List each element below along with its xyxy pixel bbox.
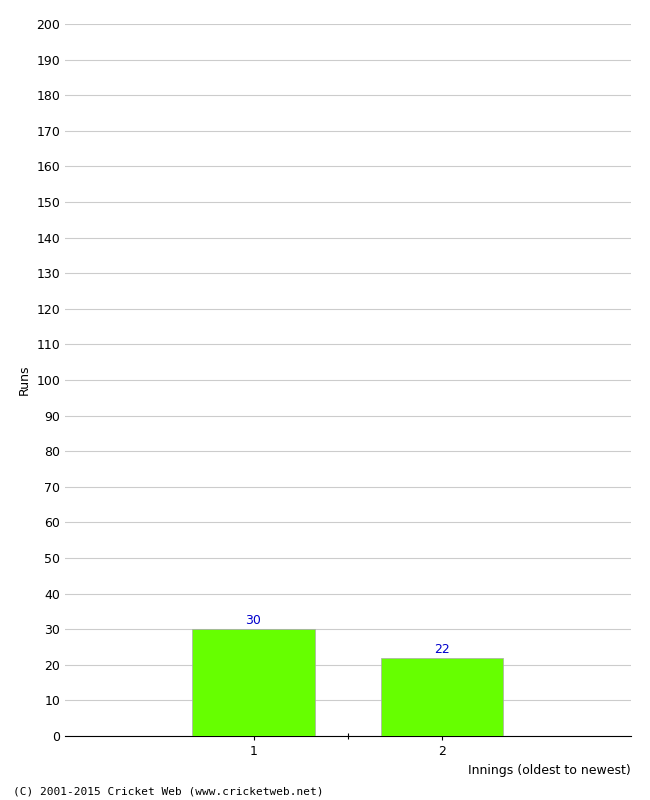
X-axis label: Innings (oldest to newest): Innings (oldest to newest) (468, 763, 630, 777)
Bar (381, 658, 503, 736)
Text: (C) 2001-2015 Cricket Web (www.cricketweb.net): (C) 2001-2015 Cricket Web (www.cricketwe… (13, 786, 324, 796)
Text: 22: 22 (434, 643, 450, 656)
Text: 30: 30 (246, 614, 261, 627)
Y-axis label: Runs: Runs (18, 365, 31, 395)
Bar (192, 630, 315, 736)
